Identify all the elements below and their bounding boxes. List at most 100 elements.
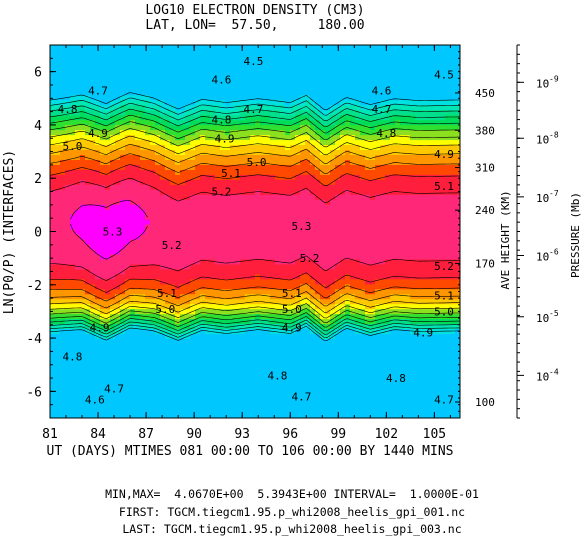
contour-band-cell (290, 343, 296, 349)
contour-band-cell (90, 413, 96, 418)
contour-band-cell (380, 388, 386, 394)
contour-band-cell (360, 109, 366, 116)
contour-band-cell (365, 373, 371, 379)
contour-band-cell (115, 403, 121, 409)
contour-band-cell (260, 398, 266, 404)
contour-band-cell (225, 149, 231, 156)
contour-band-cell (80, 174, 86, 180)
contour-band-cell (200, 333, 206, 340)
contour-band-cell (300, 338, 306, 344)
contour-band-cell (125, 204, 131, 210)
contour-band-cell (345, 189, 351, 195)
contour-band-cell (360, 258, 366, 265)
contour-band-cell (195, 348, 201, 354)
contour-band-cell (255, 243, 261, 250)
contour-band-cell (95, 174, 101, 180)
contour-band-cell (290, 119, 296, 126)
contour-band-cell (160, 278, 166, 285)
contour-band-cell (195, 45, 201, 51)
contour-band-cell (65, 358, 71, 364)
contour-band-cell (370, 353, 376, 359)
contour-band-cell (120, 263, 126, 270)
contour-band-cell (320, 124, 326, 131)
contour-band-cell (190, 84, 196, 91)
contour-band-cell (175, 408, 181, 414)
contour-band-cell (60, 114, 66, 121)
contour-band-cell (65, 413, 71, 418)
contour-band-cell (85, 179, 91, 185)
contour-band-cell (380, 333, 386, 340)
contour-band-cell (195, 278, 201, 285)
contour-band-cell (85, 109, 91, 116)
contour-band-cell (270, 263, 276, 270)
contour-band-cell (195, 144, 201, 151)
contour-band-cell (290, 199, 296, 205)
contour-band-cell (165, 184, 171, 190)
contour-band-cell (245, 119, 251, 126)
contour-band-cell (135, 403, 141, 409)
contour-band-cell (220, 184, 226, 190)
contour-band-cell (85, 84, 91, 91)
contour-band-cell (210, 229, 216, 235)
contour-band-cell (75, 104, 81, 111)
contour-band-cell (340, 64, 346, 71)
contour-band-cell (125, 179, 131, 185)
contour-band-cell (335, 293, 341, 300)
contour-band-cell (360, 89, 366, 96)
contour-band-cell (295, 303, 301, 310)
contour-band-cell (105, 159, 111, 165)
contour-band-cell (365, 243, 371, 250)
contour-band-cell (70, 308, 76, 315)
contour-band-cell (115, 373, 121, 379)
contour-band-cell (225, 343, 231, 349)
contour-band-cell (160, 189, 166, 195)
contour-band-cell (115, 169, 121, 175)
contour-band-cell (110, 174, 116, 180)
contour-band-cell (220, 278, 226, 285)
contour-band-cell (270, 129, 276, 136)
contour-band-cell (175, 338, 181, 344)
contour-band-cell (70, 194, 76, 200)
contour-band-cell (260, 114, 266, 121)
contour-band-cell (350, 99, 356, 106)
contour-band-cell (65, 383, 71, 389)
contour-band-cell (110, 59, 116, 66)
contour-band-cell (180, 333, 186, 340)
contour-band-cell (360, 174, 366, 180)
contour-band-cell (235, 243, 241, 250)
contour-band-cell (235, 263, 241, 270)
contour-band-cell (370, 233, 376, 240)
contour-band-cell (300, 243, 306, 250)
contour-band-cell (370, 263, 376, 270)
contour-band-cell (50, 129, 56, 136)
contour-band-cell (165, 373, 171, 379)
contour-band-cell (360, 139, 366, 146)
contour-band-cell (95, 169, 101, 175)
contour-band-cell (130, 129, 136, 136)
contour-band-cell (140, 358, 146, 364)
contour-band-cell (285, 179, 291, 185)
contour-band-cell (285, 199, 291, 205)
contour-band-cell (265, 139, 271, 146)
contour-band-cell (365, 398, 371, 404)
contour-band-cell (60, 64, 66, 71)
contour-band-cell (255, 229, 261, 235)
contour-band-cell (140, 74, 146, 81)
contour-band-cell (90, 209, 96, 215)
contour-band-cell (225, 263, 231, 270)
contour-band-cell (85, 343, 91, 349)
contour-band-cell (60, 368, 66, 374)
contour-band-cell (315, 368, 321, 374)
contour-band-cell (215, 358, 221, 364)
contour-band-cell (115, 253, 121, 260)
contour-band-cell (235, 139, 241, 146)
contour-band-cell (80, 253, 86, 260)
contour-band-cell (175, 368, 181, 374)
contour-band-cell (250, 283, 256, 290)
contour-band-cell (255, 263, 261, 270)
contour-band-cell (305, 149, 311, 156)
contour-band-cell (170, 343, 176, 349)
contour-band-cell (305, 248, 311, 255)
contour-band-cell (305, 258, 311, 265)
contour-band-cell (90, 403, 96, 409)
